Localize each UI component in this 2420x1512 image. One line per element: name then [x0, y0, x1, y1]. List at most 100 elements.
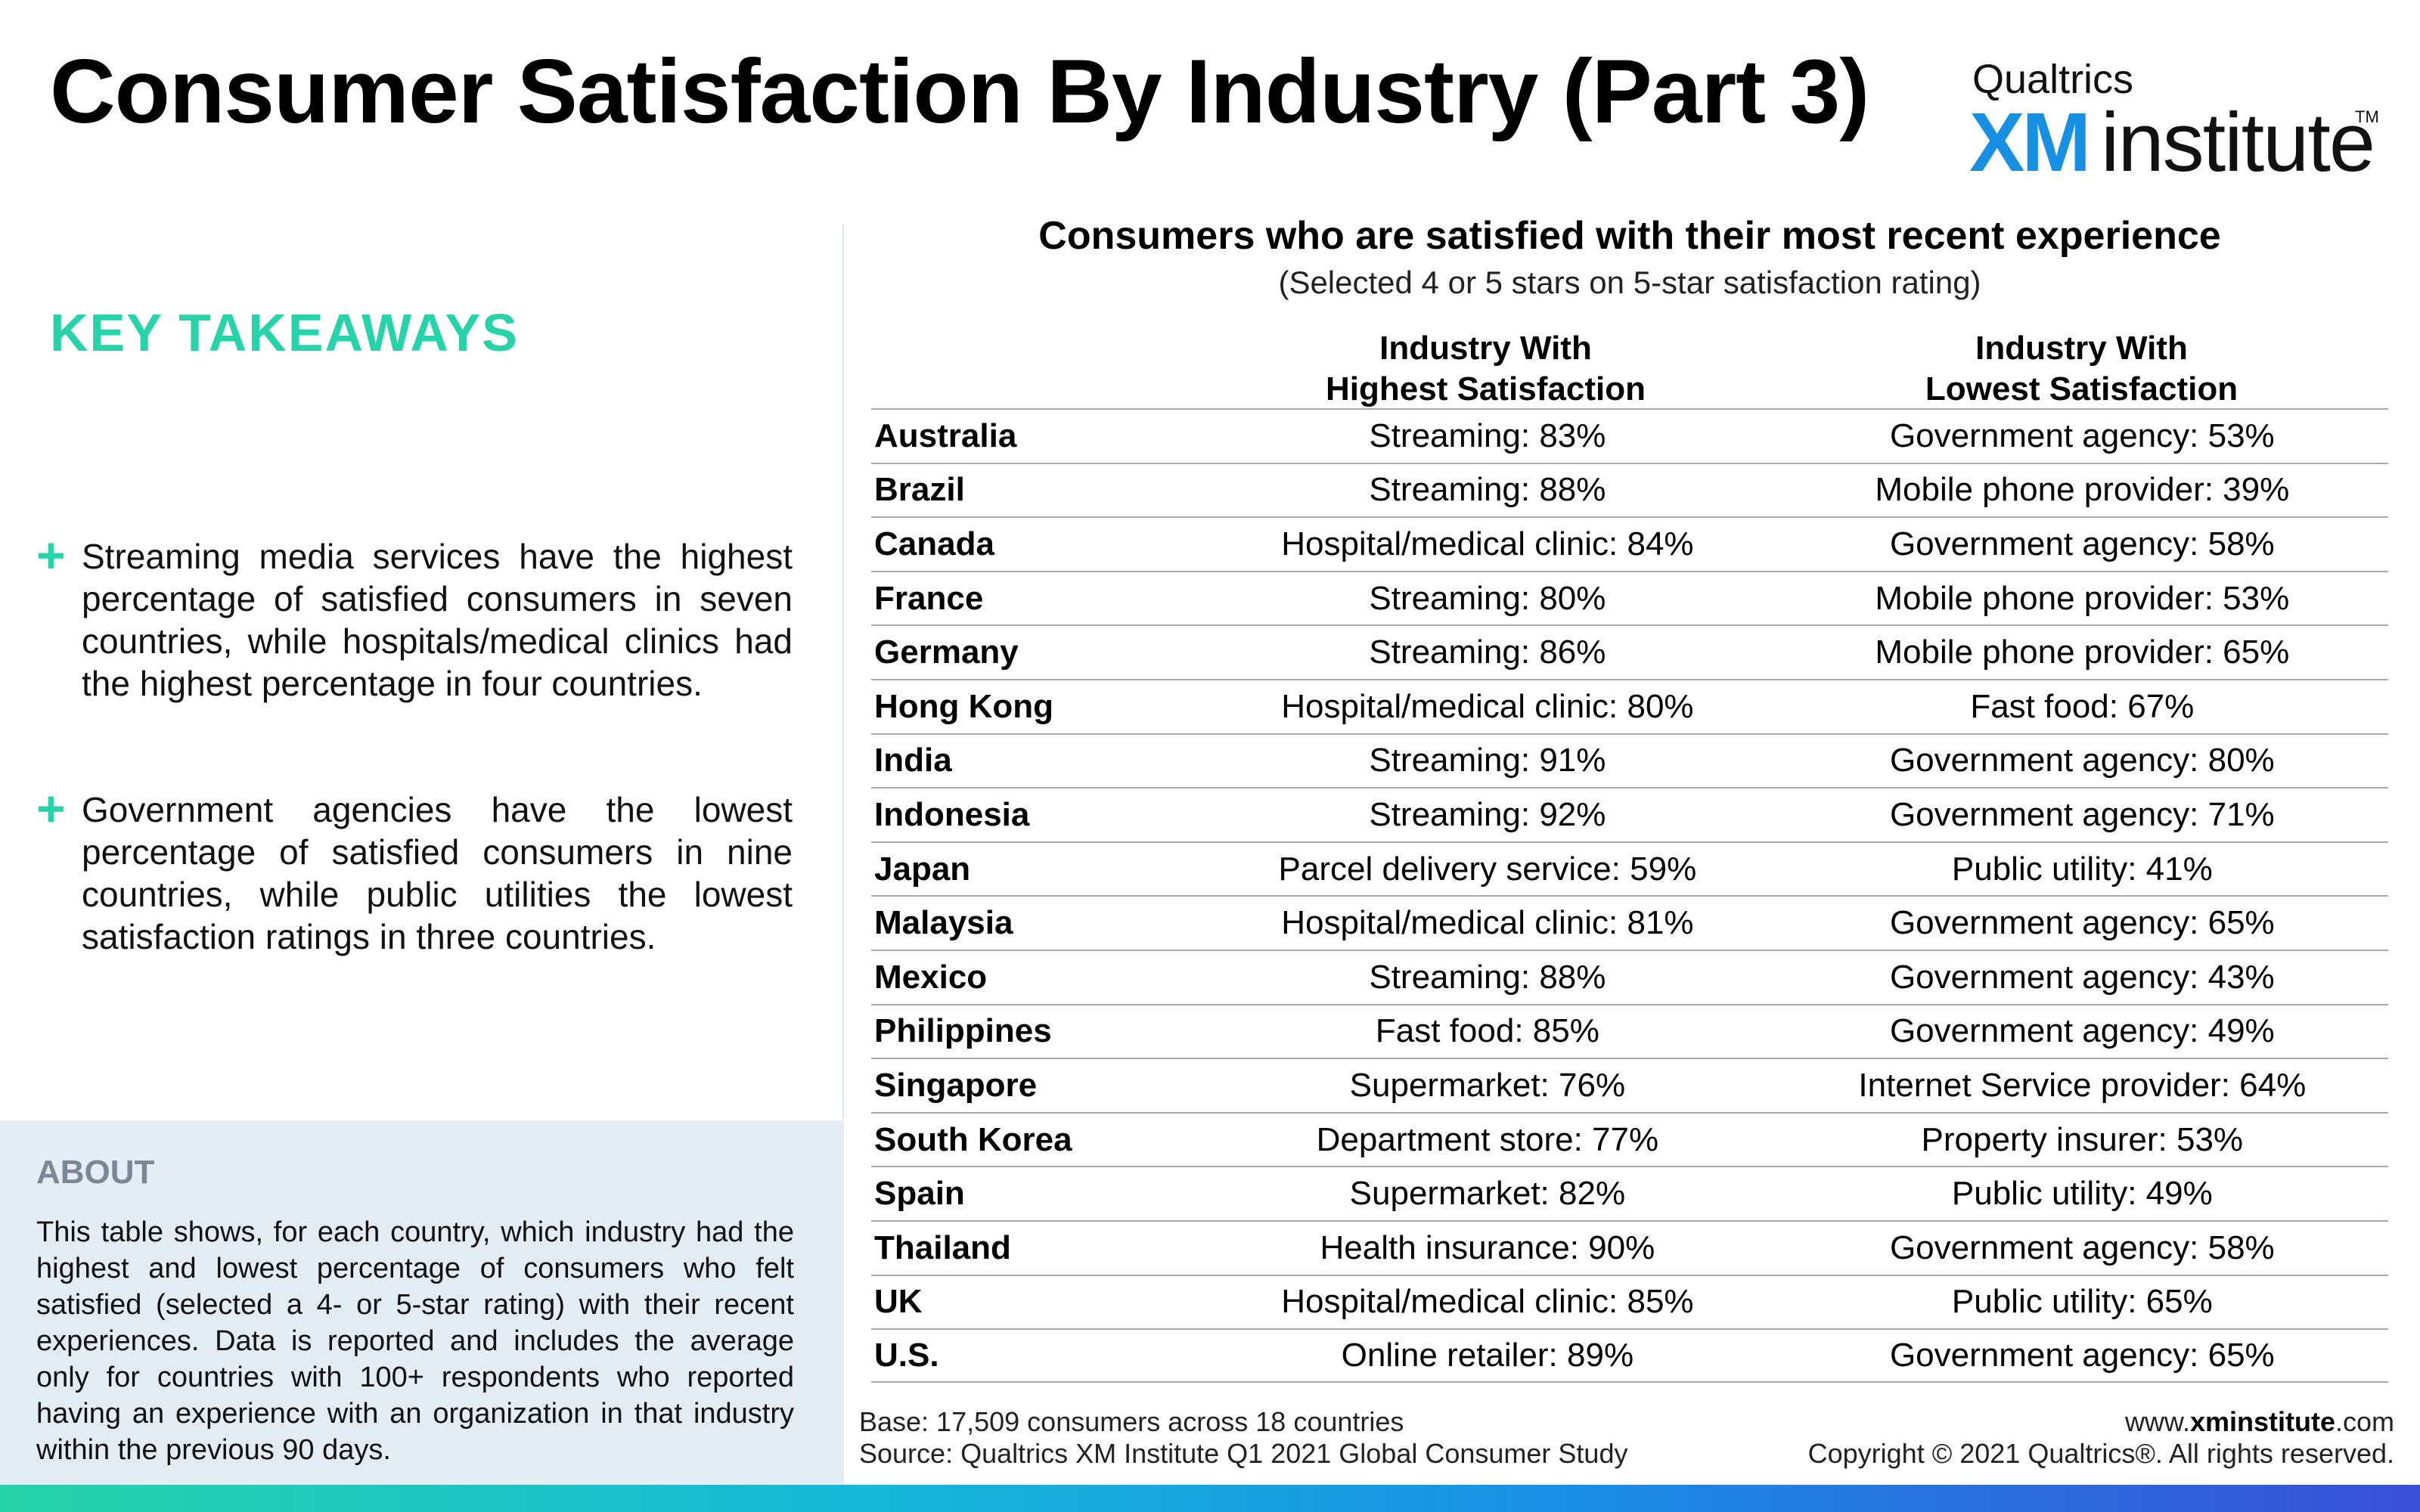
- country-cell: UK: [874, 1283, 923, 1321]
- table-row: UK Hospital/medical clinic: 85% Public uti…: [871, 1274, 2388, 1329]
- qualtrics-xm-institute-logo: Qualtrics XM institute TM: [1966, 56, 2390, 184]
- lowest-cell: Fast food: 67%: [1970, 687, 2195, 725]
- lowest-cell: Public utility: 49%: [1951, 1175, 2213, 1213]
- table-row: Germany Streaming: 86% Mobile phone provid…: [871, 624, 2388, 679]
- highest-cell: Streaming: 92%: [1369, 795, 1606, 833]
- base-note: Base: 17,509 consumers across 18 countri…: [859, 1406, 1404, 1437]
- lowest-cell: Government agency: 65%: [1889, 1336, 2275, 1374]
- table-row: Hong Kong Hospital/medical clinic: 80% Fas…: [871, 678, 2388, 733]
- logo-trademark: TM: [2355, 107, 2379, 126]
- lowest-cell: Mobile phone provider: 39%: [1875, 471, 2290, 509]
- plus-icon: +: [36, 780, 66, 836]
- table-row: Japan Parcel delivery service: 59% Public …: [871, 841, 2388, 896]
- table-row: Mexico Streaming: 88% Government agency: 4…: [871, 949, 2388, 1004]
- table-row: Malaysia Hospital/medical clinic: 81% Gove…: [871, 895, 2388, 950]
- footer-right: www.xminstitute.com Copyright © 2021 Qua…: [1808, 1406, 2394, 1470]
- website-domain: xminstitute: [2189, 1406, 2335, 1437]
- highest-cell: Hospital/medical clinic: 84%: [1281, 525, 1694, 562]
- country-cell: Hong Kong: [874, 687, 1054, 725]
- footer-gradient-bar: [0, 1485, 2420, 1512]
- lowest-cell: Government agency: 49%: [1889, 1012, 2275, 1050]
- table-row: Brazil Streaming: 88% Mobile phone provide…: [871, 462, 2388, 517]
- logo-xm-text: XM: [1969, 96, 2091, 189]
- country-cell: South Korea: [874, 1120, 1072, 1158]
- about-heading: ABOUT: [36, 1154, 155, 1191]
- website-prefix: www.: [2124, 1406, 2190, 1437]
- table-row: South Korea Department store: 77% Property…: [871, 1111, 2388, 1167]
- satisfaction-table: Australia Streaming: 83% Government agency…: [871, 408, 2388, 1383]
- country-cell: Indonesia: [874, 795, 1030, 833]
- key-takeaways-heading: KEY TAKEAWAYS: [50, 303, 519, 362]
- takeaway-item: + Streaming media services have the high…: [36, 527, 793, 705]
- table-row: Singapore Supermarket: 76% Internet Servic…: [871, 1058, 2388, 1112]
- country-cell: Thailand: [874, 1228, 1011, 1266]
- source-note: Source: Qualtrics XM Institute Q1 2021 G…: [859, 1438, 1628, 1469]
- takeaway-text: Government agencies have the lowest perc…: [82, 790, 793, 956]
- lowest-cell: Mobile phone provider: 65%: [1875, 634, 2290, 671]
- column-header-lowest: Industry With Lowest Satisfaction: [1775, 328, 2388, 410]
- country-cell: Brazil: [874, 471, 965, 509]
- page-title: Consumer Satisfaction By Industry (Part …: [50, 41, 1869, 142]
- lowest-cell: Government agency: 53%: [1889, 417, 2275, 454]
- lowest-cell: Mobile phone provider: 53%: [1875, 579, 2290, 617]
- copyright-notice: Copyright © 2021 Qualtrics®. All rights …: [1807, 1438, 2394, 1469]
- highest-cell: Streaming: 80%: [1369, 579, 1606, 617]
- lowest-cell: Internet Service provider: 64%: [1858, 1066, 2307, 1104]
- website-suffix: .com: [2335, 1406, 2394, 1437]
- lowest-cell: Property insurer: 53%: [1921, 1120, 2244, 1158]
- website-link[interactable]: www.xminstitute.com: [1808, 1406, 2394, 1438]
- table-row: Philippines Fast food: 85% Government agen…: [871, 1003, 2388, 1058]
- lowest-cell: Government agency: 71%: [1889, 795, 2275, 833]
- table-row: Spain Supermarket: 82% Public utility: 49%: [871, 1166, 2388, 1220]
- country-cell: Malaysia: [874, 904, 1013, 942]
- lowest-cell: Public utility: 65%: [1951, 1283, 2213, 1321]
- logo-institute-text: institute: [2101, 96, 2375, 189]
- lowest-cell: Public utility: 41%: [1951, 850, 2213, 888]
- country-cell: France: [874, 579, 984, 617]
- lowest-cell: Government agency: 43%: [1889, 958, 2275, 996]
- highest-cell: Online retailer: 89%: [1341, 1336, 1634, 1374]
- highest-cell: Supermarket: 76%: [1349, 1066, 1626, 1104]
- table-row: Australia Streaming: 83% Government agency…: [871, 408, 2388, 463]
- column-header-line: Lowest Satisfaction: [1925, 370, 2238, 407]
- column-header-line: Industry With: [1379, 330, 1592, 367]
- table-subtitle: (Selected 4 or 5 stars on 5-star satisfa…: [1278, 265, 1981, 300]
- plus-icon: +: [36, 527, 66, 583]
- footer-source: Base: 17,509 consumers across 18 countri…: [859, 1406, 1627, 1470]
- lowest-cell: Government agency: 58%: [1889, 1228, 2275, 1266]
- highest-cell: Parcel delivery service: 59%: [1278, 850, 1697, 888]
- lowest-cell: Government agency: 80%: [1889, 742, 2275, 779]
- country-cell: Spain: [874, 1175, 965, 1213]
- table-row: U.S. Online retailer: 89% Government agenc…: [871, 1328, 2388, 1383]
- highest-cell: Hospital/medical clinic: 85%: [1281, 1283, 1694, 1321]
- country-cell: U.S.: [874, 1336, 939, 1374]
- country-cell: Mexico: [874, 958, 988, 996]
- country-cell: Philippines: [874, 1012, 1052, 1050]
- lowest-cell: Government agency: 65%: [1889, 904, 2275, 942]
- country-cell: Japan: [874, 850, 971, 888]
- highest-cell: Supermarket: 82%: [1349, 1175, 1626, 1213]
- about-text: This table shows, for each country, whic…: [36, 1216, 794, 1466]
- highest-cell: Department store: 77%: [1316, 1120, 1659, 1158]
- highest-cell: Hospital/medical clinic: 81%: [1281, 904, 1694, 942]
- column-header-line: Highest Satisfaction: [1326, 370, 1646, 407]
- table-row: India Streaming: 91% Government agency: 80…: [871, 733, 2388, 788]
- table-row: Canada Hospital/medical clinic: 84% Govern…: [871, 516, 2388, 571]
- highest-cell: Fast food: 85%: [1375, 1012, 1599, 1050]
- highest-cell: Streaming: 88%: [1369, 471, 1606, 509]
- table-row: France Streaming: 80% Mobile phone provide…: [871, 570, 2388, 625]
- country-cell: India: [874, 742, 952, 779]
- logo-qualtrics-text: Qualtrics: [1972, 57, 2134, 102]
- highest-cell: Hospital/medical clinic: 80%: [1281, 687, 1694, 725]
- country-cell: Australia: [874, 417, 1017, 454]
- country-cell: Singapore: [874, 1066, 1038, 1104]
- about-panel: ABOUT This table shows, for each country…: [0, 1120, 844, 1485]
- highest-cell: Streaming: 86%: [1369, 634, 1606, 671]
- highest-cell: Streaming: 88%: [1369, 958, 1606, 996]
- lowest-cell: Government agency: 58%: [1889, 525, 2275, 562]
- column-divider: [842, 224, 844, 1119]
- country-cell: Canada: [874, 525, 994, 562]
- table-row: Indonesia Streaming: 92% Government agency…: [871, 787, 2388, 841]
- column-header-highest: Industry With Highest Satisfaction: [1196, 328, 1775, 410]
- table-title: Consumers who are satisfied with their m…: [1038, 214, 2221, 258]
